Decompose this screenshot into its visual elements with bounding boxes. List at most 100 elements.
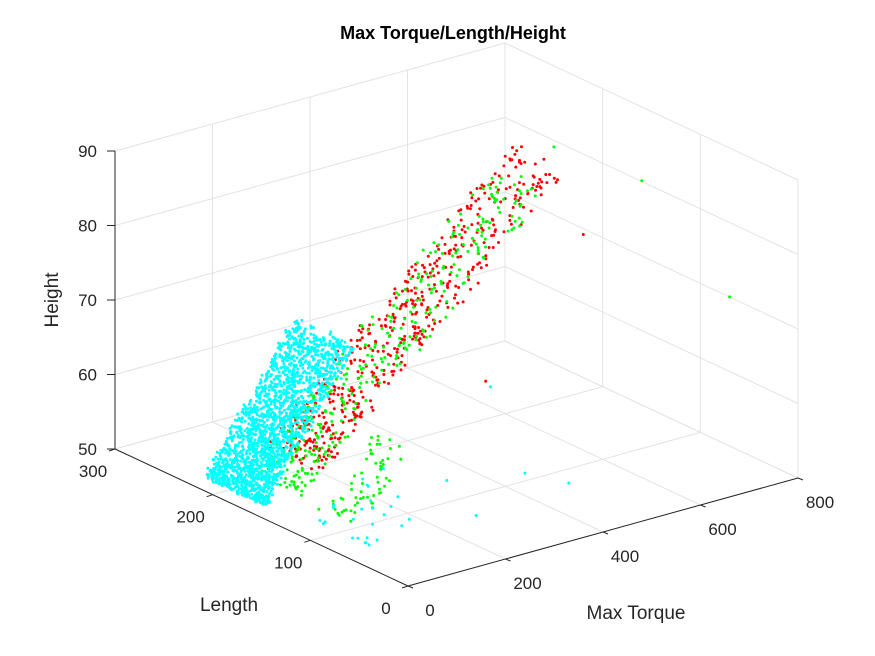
data-point <box>447 219 451 223</box>
data-point <box>289 346 293 350</box>
data-point <box>339 432 343 436</box>
data-point <box>402 341 405 345</box>
data-point <box>540 180 544 184</box>
data-point <box>370 452 374 456</box>
data-point <box>306 389 309 393</box>
data-point <box>466 275 470 278</box>
data-point <box>393 316 397 320</box>
data-point <box>270 428 274 432</box>
data-point <box>265 471 269 475</box>
data-point <box>221 479 225 483</box>
data-point <box>318 519 322 522</box>
data-point <box>289 376 293 380</box>
data-point <box>265 394 269 398</box>
data-point <box>352 418 356 421</box>
data-point <box>302 381 305 385</box>
data-point <box>323 520 327 524</box>
data-point <box>414 312 418 316</box>
data-point <box>360 482 364 485</box>
data-point <box>293 372 297 376</box>
data-point <box>254 493 258 497</box>
data-point <box>272 442 276 446</box>
data-point <box>328 344 331 347</box>
data-point <box>269 384 273 387</box>
data-point <box>298 326 302 329</box>
data-point <box>411 302 415 306</box>
data-point <box>415 298 419 302</box>
data-point <box>365 483 369 487</box>
data-point <box>307 362 311 366</box>
data-point <box>474 514 478 517</box>
data-point <box>728 295 732 299</box>
data-point <box>375 475 379 479</box>
data-point <box>295 356 299 360</box>
data-point <box>231 435 235 439</box>
data-point <box>262 444 266 448</box>
data-point <box>444 315 448 319</box>
data-point <box>257 418 261 422</box>
data-point <box>331 343 335 347</box>
data-point <box>266 440 270 444</box>
data-point <box>243 494 247 498</box>
data-point <box>403 288 407 291</box>
data-point <box>313 367 317 371</box>
data-point <box>266 403 270 407</box>
data-point <box>306 366 310 370</box>
data-point <box>343 435 347 439</box>
data-point <box>293 421 297 425</box>
data-point <box>253 406 257 410</box>
data-point <box>533 194 537 198</box>
data-point <box>270 483 274 487</box>
data-point <box>316 422 320 426</box>
data-point <box>302 354 306 358</box>
data-point <box>323 462 327 466</box>
data-point <box>331 432 335 436</box>
data-point <box>249 438 253 441</box>
data-point <box>294 389 298 393</box>
data-point <box>239 459 243 463</box>
data-point <box>238 425 242 429</box>
data-point <box>238 429 242 433</box>
data-point <box>351 347 355 351</box>
data-point <box>405 348 409 351</box>
floor-grid-line <box>310 431 701 541</box>
data-point <box>255 411 259 414</box>
data-point <box>252 484 256 488</box>
data-point <box>476 248 480 252</box>
data-point <box>345 401 349 405</box>
data-point <box>327 426 331 430</box>
data-point <box>248 484 252 488</box>
data-point <box>287 440 291 444</box>
data-point <box>458 232 462 236</box>
data-point <box>430 287 434 291</box>
data-point <box>376 438 380 442</box>
data-point <box>378 442 382 446</box>
data-point <box>305 375 309 379</box>
data-point <box>228 426 232 430</box>
data-point <box>350 481 353 485</box>
data-point <box>256 441 260 445</box>
data-point <box>352 407 356 410</box>
data-point <box>310 428 314 432</box>
data-point <box>308 450 312 454</box>
data-point <box>498 210 502 214</box>
data-point <box>267 397 271 401</box>
data-point <box>227 465 231 469</box>
data-point <box>418 298 422 302</box>
data-point <box>342 382 346 386</box>
data-point <box>274 391 278 395</box>
data-point <box>376 480 380 484</box>
data-point <box>324 421 328 425</box>
data-point <box>273 427 277 431</box>
data-point <box>229 486 233 490</box>
data-point <box>479 266 483 270</box>
data-point <box>286 454 290 458</box>
data-point <box>267 469 271 473</box>
data-point <box>286 342 290 346</box>
data-point <box>329 433 333 437</box>
data-point <box>299 374 303 378</box>
data-point <box>287 416 290 420</box>
data-point <box>306 410 310 413</box>
data-point <box>260 447 264 451</box>
data-point <box>247 430 251 434</box>
